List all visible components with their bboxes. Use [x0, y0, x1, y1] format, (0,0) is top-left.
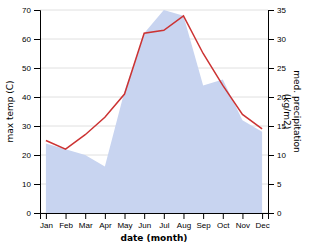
tick: Jun	[138, 213, 151, 230]
x-axis: Jan Feb Mar Apr May Jun Jul Aug Sep Oct Nov Dec	[40, 213, 270, 230]
tick-label: 30	[277, 35, 286, 44]
tick-mark	[34, 39, 40, 40]
tick-mark	[34, 97, 40, 98]
tick: 70	[22, 6, 40, 15]
tick-mark	[242, 213, 243, 219]
tick-mark	[34, 155, 40, 156]
tick: 60	[22, 35, 40, 44]
grid-line	[40, 10, 268, 11]
tick-mark	[268, 97, 274, 98]
tick-label: Jul	[159, 221, 169, 230]
tick-label: 0	[277, 209, 282, 218]
tick-label: 35	[277, 6, 286, 15]
chart: Jan Feb Mar Apr May Jun Jul Aug Sep Oct Nov Dec 0 10 2…	[0, 0, 318, 247]
tick-mark	[164, 213, 165, 219]
axis-line	[41, 214, 269, 220]
tick-label: Mar	[79, 221, 93, 230]
tick-label: Oct	[217, 221, 230, 230]
plot-area: Jan Feb Mar Apr May Jun Jul Aug Sep Oct Nov Dec 0 10 2…	[22, 6, 286, 230]
tick-mark	[268, 68, 274, 69]
grid	[40, 10, 268, 213]
tick-mark	[183, 213, 184, 219]
y2-axis-title: med. precipitation(kg/m2)	[282, 70, 302, 152]
tick-label: 20	[22, 151, 31, 160]
tick: Aug	[177, 213, 191, 230]
tick-mark	[34, 10, 40, 11]
tick-mark	[268, 184, 274, 185]
tick: Sep	[197, 213, 212, 230]
tick: Oct	[217, 213, 230, 230]
tick-mark	[223, 213, 224, 219]
tick-mark	[85, 213, 86, 219]
tick-mark	[268, 126, 274, 127]
area	[46, 10, 262, 213]
tick-label: Aug	[177, 221, 191, 230]
tick-mark	[144, 213, 145, 219]
tick-label: 30	[22, 122, 31, 131]
tick: Jan	[40, 213, 53, 230]
tick-mark	[268, 155, 274, 156]
tick-mark	[34, 126, 40, 127]
tick-label: Apr	[99, 221, 112, 230]
axis-line	[269, 11, 275, 214]
tick-mark	[262, 213, 263, 219]
tick: Apr	[99, 213, 112, 230]
tick-label: Jun	[138, 221, 151, 230]
tick: 35	[268, 6, 286, 15]
tick-label: Jan	[40, 221, 53, 230]
tick-label: 40	[22, 93, 31, 102]
tick-label: May	[117, 221, 132, 230]
tick-mark	[203, 213, 204, 219]
tick-label: 25	[277, 64, 286, 73]
tick-label: 50	[22, 64, 31, 73]
tick-label: 60	[22, 35, 31, 44]
tick: Nov	[236, 213, 250, 230]
tick: Feb	[59, 213, 73, 230]
tick-mark	[268, 213, 274, 214]
marks	[46, 10, 262, 213]
x-axis-title: date (month)	[121, 233, 188, 243]
tick: 10	[22, 180, 40, 189]
tick-label: Nov	[236, 221, 250, 230]
title-line: (kg/m2)	[282, 94, 292, 129]
tick-label: 10	[277, 151, 286, 160]
tick: 50	[22, 64, 40, 73]
tick-mark	[268, 10, 274, 11]
tick: May	[117, 213, 132, 230]
title-line: med. precipitation	[292, 70, 302, 152]
y-axis-title: max temp (C)	[5, 80, 15, 142]
tick: Mar	[79, 213, 93, 230]
tick-mark	[34, 184, 40, 185]
y-axis: 0 10 20 30 40 50 60 70	[22, 6, 40, 218]
tick-mark	[125, 213, 126, 219]
tick: 0	[27, 209, 40, 218]
tick: 40	[22, 93, 40, 102]
axis-line	[34, 11, 41, 214]
tick-label: 70	[22, 6, 31, 15]
tick: 20	[22, 151, 40, 160]
tick: Dec	[255, 213, 269, 230]
tick-label: Sep	[197, 221, 212, 230]
tick: 25	[268, 64, 286, 73]
line	[46, 16, 262, 149]
tick-label: 5	[277, 180, 282, 189]
tick-mark	[268, 39, 274, 40]
tick-mark	[34, 68, 40, 69]
tick-label: Dec	[255, 221, 269, 230]
tick-mark	[46, 213, 47, 219]
tick: 10	[268, 151, 286, 160]
tick: 30	[268, 35, 286, 44]
tick-mark	[34, 213, 40, 214]
tick: 30	[22, 122, 40, 131]
tick-label: 0	[27, 209, 32, 218]
tick-mark	[105, 213, 106, 219]
tick: 0	[268, 209, 282, 218]
tick-mark	[66, 213, 67, 219]
tick: 5	[268, 180, 282, 189]
tick: Jul	[159, 213, 169, 230]
tick-label: 10	[22, 180, 31, 189]
tick-label: Feb	[59, 221, 73, 230]
